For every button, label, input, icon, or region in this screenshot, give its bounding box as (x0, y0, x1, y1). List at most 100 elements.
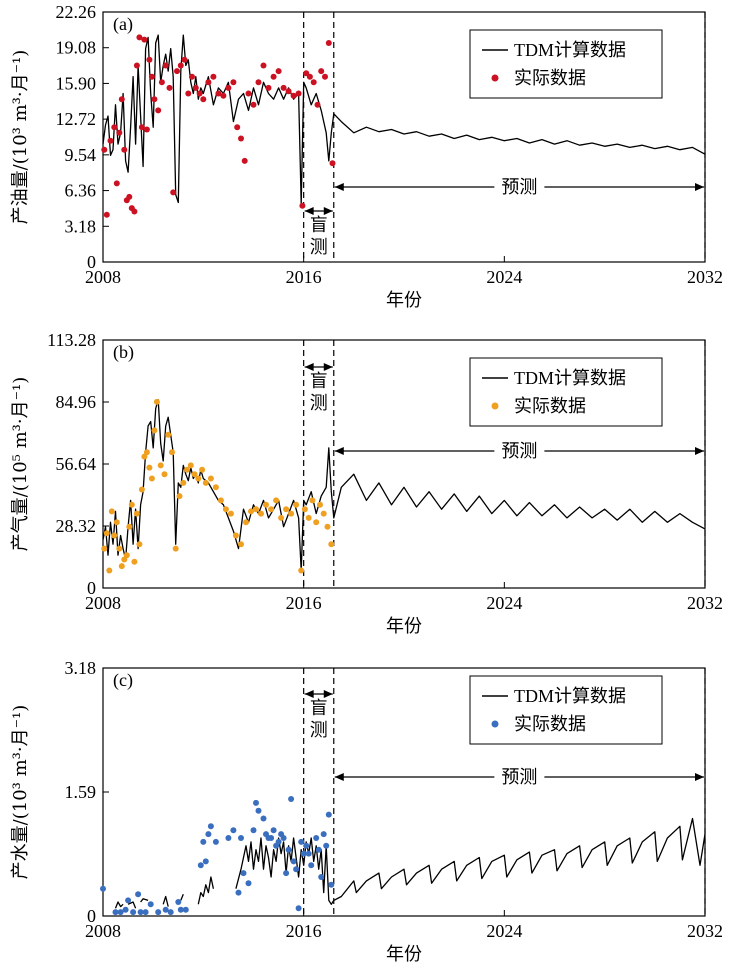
y-tick-label: 0 (87, 906, 96, 926)
actual-data-point (172, 545, 179, 552)
actual-data-point (293, 866, 300, 873)
x-tick-label: 2016 (286, 267, 322, 287)
actual-data-point (285, 846, 292, 853)
actual-data-point (196, 90, 203, 97)
x-tick-label: 2024 (486, 593, 522, 613)
actual-data-point (288, 796, 295, 802)
y-tick-label: 113.28 (47, 330, 96, 350)
actual-data-point (305, 514, 312, 521)
x-tick-label: 2032 (687, 267, 723, 287)
y-tick-label: 3.18 (65, 658, 97, 678)
actual-data-point (318, 68, 325, 75)
forecast-arrow-head-right (695, 183, 704, 191)
y-axis-label: 产气量/(10⁵ m³·月⁻¹) (10, 377, 31, 552)
actual-data-point (320, 510, 327, 517)
actual-data-point (263, 501, 269, 508)
legend-point-swatch (491, 720, 499, 728)
actual-data-point (220, 92, 227, 99)
x-tick-label: 2032 (687, 921, 723, 941)
blind-test-label: 测 (310, 720, 328, 741)
actual-data-point (241, 157, 248, 164)
x-tick-label: 2016 (286, 593, 322, 613)
actual-data-point (318, 874, 325, 880)
blind-test-label: 盲 (310, 698, 328, 719)
actual-data-point (131, 208, 138, 215)
actual-data-point (328, 541, 335, 548)
y-tick-label: 3.18 (65, 216, 97, 236)
forecast-label: 预测 (501, 767, 537, 788)
actual-data-point (122, 906, 129, 913)
x-axis-label: 年份 (386, 616, 422, 637)
actual-data-point (280, 84, 287, 91)
tdm-series-line (114, 901, 124, 909)
actual-data-point (197, 862, 204, 869)
actual-data-point (106, 567, 113, 574)
actual-data-point (177, 62, 184, 69)
forecast-arrow-head-left (334, 183, 344, 191)
forecast-arrow-head-right (695, 773, 704, 781)
tdm-series-line (140, 898, 149, 903)
actual-data-point (314, 101, 321, 108)
actual-data-point (116, 129, 123, 136)
actual-data-point (195, 475, 202, 482)
actual-data-point (181, 56, 188, 63)
actual-data-point (245, 880, 252, 887)
actual-data-point (148, 73, 155, 80)
actual-data-point (161, 471, 168, 478)
actual-data-point (285, 88, 292, 95)
legend-point-label: 实际数据 (514, 68, 586, 88)
actual-data-point (169, 449, 175, 456)
tdm-series-line (235, 837, 335, 905)
actual-data-point (131, 558, 138, 565)
actual-data-point (275, 838, 282, 845)
x-axis-label: 年份 (386, 290, 422, 311)
actual-data-point (128, 501, 135, 508)
y-tick-label: 1.59 (65, 782, 97, 802)
actual-data-point (303, 842, 310, 849)
actual-data-point (146, 464, 153, 471)
actual-data-point (290, 858, 297, 865)
actual-data-point (143, 449, 150, 456)
forecast-label-bg (494, 766, 545, 788)
actual-data-point (293, 501, 300, 508)
blind-test-label: 测 (310, 393, 328, 414)
actual-data-point (222, 506, 229, 513)
actual-data-point (103, 211, 110, 218)
actual-data-point (199, 466, 206, 473)
actual-data-point (192, 84, 199, 91)
actual-data-point (253, 506, 259, 513)
actual-data-point (155, 107, 162, 114)
actual-data-point (138, 486, 145, 493)
actual-data-point (143, 126, 150, 133)
actual-data-point (238, 541, 244, 548)
actual-data-point (184, 466, 190, 473)
actual-data-point (260, 815, 267, 822)
panel-label: (a) (113, 14, 133, 35)
actual-data-point (325, 811, 332, 818)
actual-data-point (210, 73, 217, 80)
actual-data-point (299, 202, 306, 209)
y-tick-label: 0 (87, 252, 96, 272)
actual-data-point (205, 79, 212, 86)
actual-data-point (320, 831, 327, 838)
actual-data-point (227, 510, 234, 517)
actual-data-point (133, 62, 140, 69)
actual-data-point (108, 508, 115, 515)
actual-data-point (176, 493, 183, 500)
actual-data-point (111, 124, 118, 131)
actual-data-point (215, 90, 222, 97)
actual-data-point (310, 79, 317, 86)
forecast-label-bg (494, 440, 545, 462)
actual-data-point (118, 563, 125, 570)
legend-line-label: TDM计算数据 (514, 368, 626, 388)
actual-data-point (155, 909, 162, 916)
actual-data-point (328, 881, 335, 888)
blind-test-arrow-head-right (323, 690, 333, 698)
panel-label: (b) (113, 342, 134, 363)
actual-data-point (113, 519, 120, 526)
actual-data-point (126, 523, 133, 530)
x-tick-label: 2024 (486, 921, 522, 941)
actual-data-point (191, 471, 198, 478)
actual-data-point (142, 909, 149, 916)
